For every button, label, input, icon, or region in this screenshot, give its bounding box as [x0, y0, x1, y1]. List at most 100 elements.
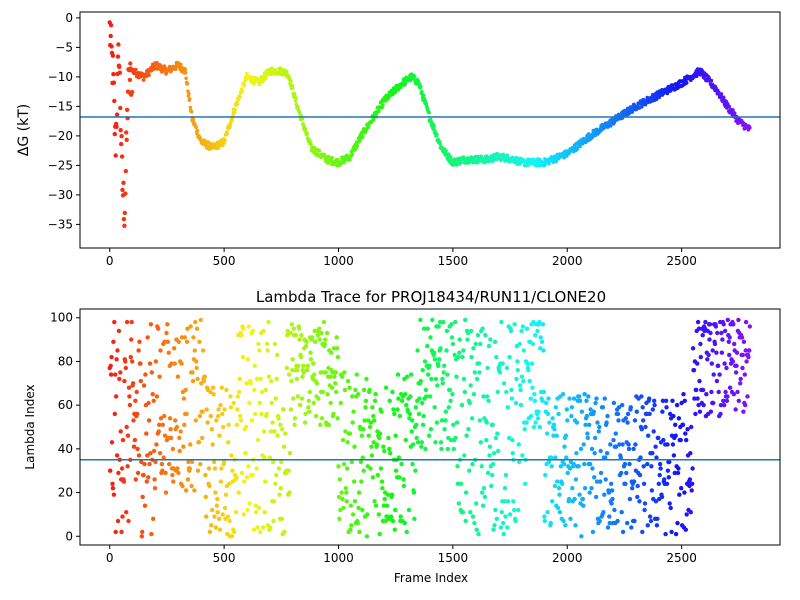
lambda-point — [731, 392, 736, 397]
delta-g-point — [554, 159, 559, 164]
lambda-point — [184, 339, 190, 344]
lambda-point — [494, 516, 499, 521]
lambda-point — [152, 477, 157, 482]
lambda-point — [584, 398, 589, 403]
lambda-point — [697, 409, 703, 414]
lambda-point — [517, 341, 522, 347]
lambda-point — [123, 365, 128, 371]
lambda-point — [296, 363, 301, 368]
lambda-point — [422, 359, 428, 364]
lambda-point — [274, 376, 279, 382]
lambda-point — [329, 350, 334, 355]
lambda-point — [438, 440, 444, 445]
lambda-point — [533, 420, 538, 425]
lambda-point — [730, 359, 736, 364]
lambda-point — [741, 409, 746, 414]
lambda-point — [623, 416, 628, 421]
lambda-point — [234, 475, 239, 480]
delta-g-point — [112, 131, 118, 137]
lambda-point — [421, 326, 427, 331]
lambda-point — [308, 357, 314, 362]
lambda-point — [169, 361, 174, 366]
delta-g-point — [136, 70, 140, 75]
lambda-point — [674, 402, 680, 408]
lambda-point — [114, 453, 120, 458]
lambda-point — [423, 387, 429, 393]
lambda-point — [160, 422, 165, 427]
lambda-point — [371, 413, 376, 419]
lambda-point — [247, 501, 252, 506]
delta-g-point — [117, 64, 122, 70]
delta-g-point — [499, 158, 503, 163]
lambda-point — [350, 394, 355, 399]
lambda-point — [744, 359, 749, 364]
lambda-point — [638, 455, 643, 460]
lambda-point — [307, 409, 312, 414]
lambda-point — [589, 486, 594, 491]
lambda-point — [245, 357, 251, 362]
lambda-point — [723, 389, 728, 395]
lambda-point — [741, 339, 747, 344]
lambda-point — [631, 479, 637, 484]
lambda-point — [110, 481, 115, 486]
lambda-point — [345, 440, 350, 445]
lambda-point — [149, 370, 154, 375]
lambda-point — [637, 472, 643, 478]
delta-g-point — [273, 68, 278, 72]
lambda-point — [533, 333, 538, 338]
lambda-point — [240, 354, 246, 360]
lambda-point — [642, 501, 648, 506]
lambda-point — [345, 378, 351, 384]
delta-g-point — [147, 73, 151, 77]
lambda-point — [141, 383, 147, 388]
lambda-point — [442, 427, 447, 432]
delta-g-point — [393, 90, 398, 95]
lambda-point — [409, 372, 414, 377]
lambda-point — [340, 374, 345, 379]
lambda-point — [251, 527, 257, 532]
delta-g-axes-frame — [79, 11, 781, 249]
delta-g-point — [163, 65, 167, 70]
delta-g-point — [188, 105, 193, 110]
lambda-point — [593, 435, 598, 441]
lambda-point — [187, 466, 192, 471]
delta-g-point — [665, 91, 670, 96]
lambda-point — [287, 451, 293, 456]
lambda-point — [504, 365, 510, 371]
lambda-point — [167, 461, 172, 467]
lambda-point — [220, 512, 225, 517]
lambda-point — [209, 427, 214, 432]
lambda-point — [563, 433, 569, 438]
lambda-point — [679, 486, 684, 491]
lambda-point — [337, 477, 343, 482]
delta-g-point — [458, 160, 463, 165]
delta-g-point — [112, 98, 117, 104]
lambda-point — [485, 470, 491, 476]
delta-g-point — [290, 86, 295, 90]
lambda-point — [208, 413, 213, 419]
lambda-point — [183, 488, 189, 493]
lambda-point — [219, 385, 224, 390]
delta-g-point — [381, 103, 385, 108]
lambda-point — [747, 324, 752, 329]
lambda-point — [401, 483, 407, 489]
lambda-point — [732, 341, 737, 347]
lambda-point — [404, 402, 409, 408]
lambda-point — [268, 429, 273, 434]
lambda-point — [523, 481, 528, 486]
lambda-point — [454, 374, 459, 379]
lambda-point — [148, 451, 153, 456]
lambda-point — [551, 433, 556, 438]
lambda-point — [178, 429, 183, 434]
lambda-point — [130, 381, 136, 386]
lambda-point — [487, 453, 492, 458]
lambda-point — [603, 477, 608, 482]
lambda-point — [382, 448, 387, 454]
lambda-point — [221, 424, 226, 430]
lambda-point — [507, 512, 513, 517]
lambda-point — [204, 407, 209, 412]
lambda-point — [663, 398, 669, 403]
lambda-point — [708, 409, 714, 414]
lambda-point — [514, 376, 519, 382]
